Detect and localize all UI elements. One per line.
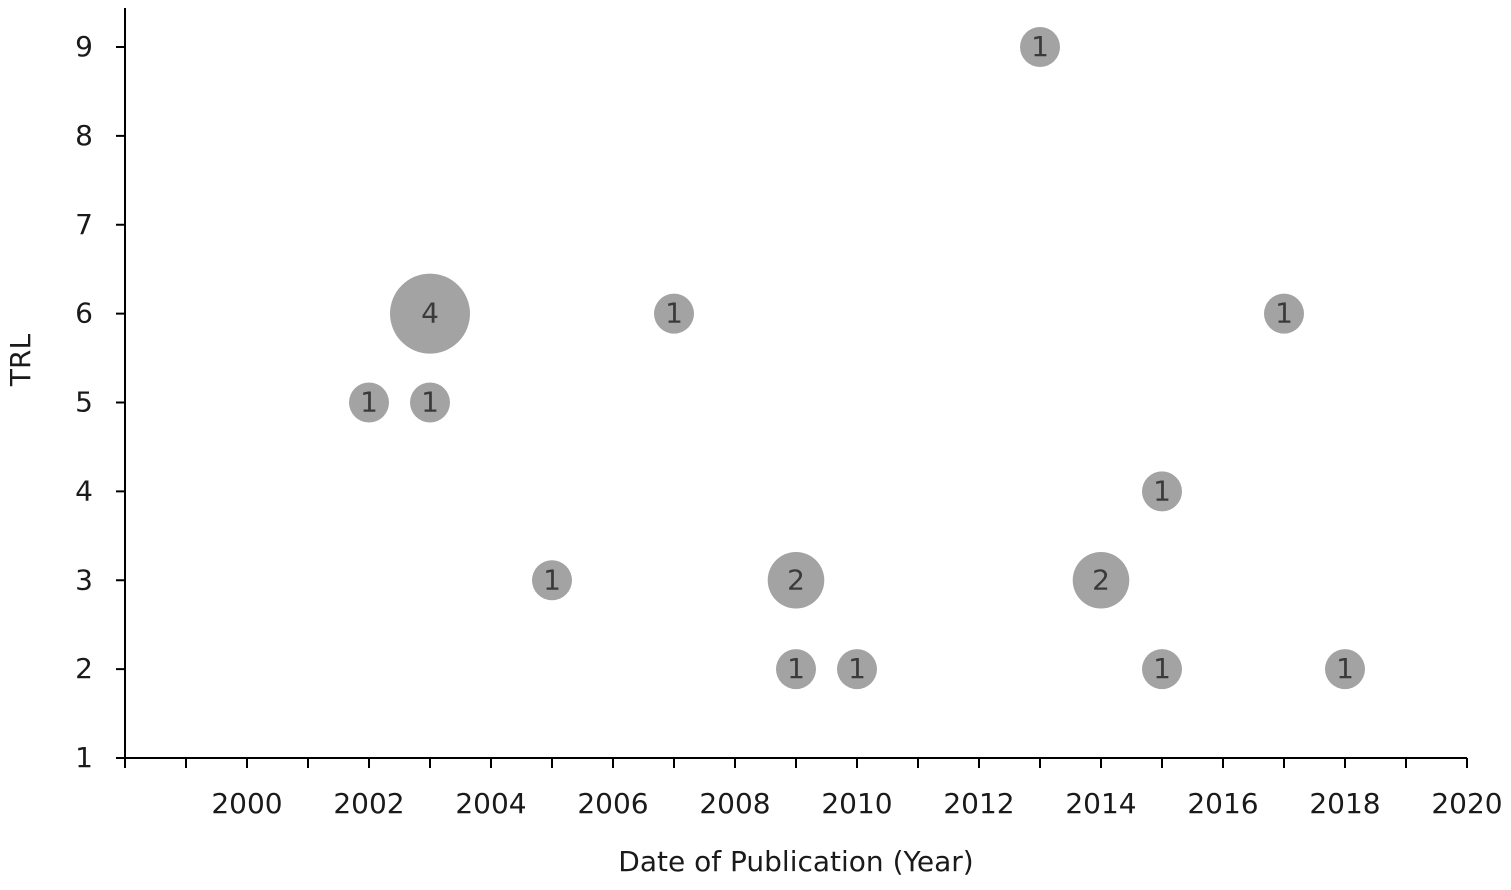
bubble xyxy=(349,382,389,423)
bubble xyxy=(1020,27,1060,67)
bubble-label: 1 xyxy=(1031,30,1049,63)
y-tick-label: 9 xyxy=(75,30,93,63)
bubble xyxy=(410,382,450,423)
bubble-label: 1 xyxy=(421,386,439,419)
bubble xyxy=(767,551,825,609)
bubble xyxy=(776,649,816,690)
bubble-label: 1 xyxy=(787,652,805,685)
bubble xyxy=(390,273,470,354)
x-tick-label: 2008 xyxy=(699,787,770,820)
x-tick-label: 2010 xyxy=(821,787,892,820)
y-tick-label: 4 xyxy=(75,474,93,507)
x-tick-label: 2018 xyxy=(1309,787,1380,820)
y-tick-label: 2 xyxy=(75,652,93,685)
y-tick-label: 6 xyxy=(75,297,93,330)
y-axis-label: TRL xyxy=(4,334,37,388)
bubble-label: 1 xyxy=(848,652,866,685)
bubble xyxy=(1142,649,1182,690)
bubble xyxy=(1072,551,1130,609)
x-tick-label: 2020 xyxy=(1431,787,1502,820)
bubble-label: 1 xyxy=(1153,652,1171,685)
bubble-label: 1 xyxy=(360,386,378,419)
bubble-label: 2 xyxy=(1092,563,1110,596)
y-tick-label: 3 xyxy=(75,563,93,596)
x-tick-label: 2016 xyxy=(1187,787,1258,820)
x-axis-label: Date of Publication (Year) xyxy=(618,845,973,878)
bubble-label: 1 xyxy=(1153,474,1171,507)
bubble xyxy=(837,649,877,690)
bubble xyxy=(1325,649,1365,690)
bubble-label: 2 xyxy=(787,563,805,596)
bubble-label: 4 xyxy=(421,297,439,330)
x-tick-label: 2014 xyxy=(1065,787,1136,820)
bubble-label: 1 xyxy=(665,297,683,330)
bubble-label: 1 xyxy=(543,563,561,596)
x-tick-label: 2000 xyxy=(211,787,282,820)
y-tick-label: 5 xyxy=(75,386,93,419)
x-tick-label: 2002 xyxy=(333,787,404,820)
bubble-label: 1 xyxy=(1336,652,1354,685)
bubble xyxy=(1142,471,1182,512)
x-tick-label: 2012 xyxy=(943,787,1014,820)
bubble-label: 1 xyxy=(1275,297,1293,330)
x-tick-label: 2006 xyxy=(577,787,648,820)
bubble xyxy=(532,560,572,601)
y-tick-label: 8 xyxy=(75,119,93,152)
y-tick-label: 7 xyxy=(75,208,93,241)
y-tick-label: 1 xyxy=(75,741,93,774)
bubble xyxy=(1264,293,1304,334)
x-tick-label: 2004 xyxy=(455,787,526,820)
bubble xyxy=(654,293,694,334)
